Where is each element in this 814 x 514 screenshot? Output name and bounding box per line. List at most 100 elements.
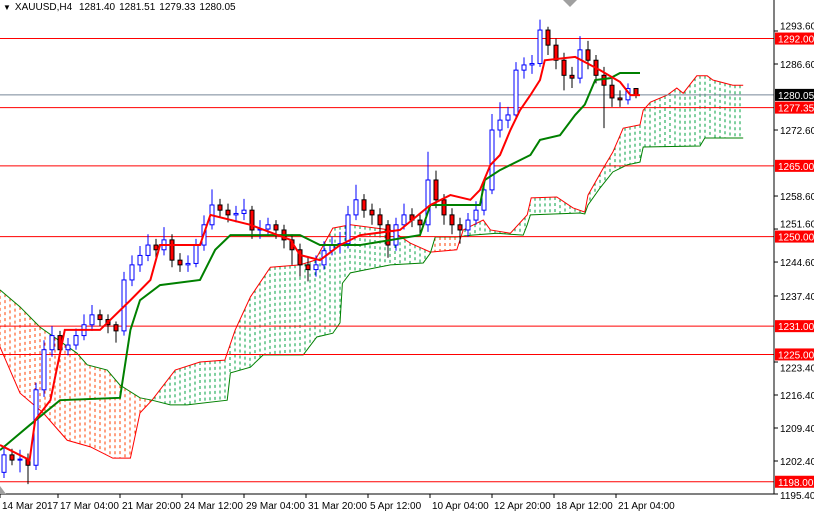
x-tick-label: 18 Apr 12:00 (556, 501, 613, 512)
candle-bull (41, 349, 47, 391)
x-tick-label: 21 Apr 04:00 (618, 501, 675, 512)
candle-bear (377, 214, 383, 226)
candle-bear (177, 259, 183, 266)
candle-bull (529, 63, 535, 66)
level-price-tag-bg (775, 230, 814, 243)
y-tick-label: 1223.40 (780, 363, 814, 374)
x-tick-label: 17 Mar 04:00 (60, 501, 119, 512)
senkou-span-a-line (0, 75, 744, 459)
candle-bear (153, 244, 159, 251)
candle-bear (545, 29, 551, 46)
candle-bull (137, 254, 143, 266)
candle-bull (73, 335, 79, 346)
candle-bull (49, 335, 55, 351)
candle-bear (457, 224, 463, 231)
candles (1, 19, 639, 485)
triangle-down-icon[interactable]: ▼ (3, 3, 11, 12)
level-price-tag: 1277.35 (778, 104, 814, 115)
candle-bull (505, 114, 511, 121)
ichimoku-cloud (0, 75, 741, 459)
candle-bull (17, 458, 23, 461)
candle-bull (129, 264, 135, 281)
low-value: 1279.33 (159, 2, 196, 13)
x-tick-label: 31 Mar 20:00 (308, 501, 367, 512)
open-value: 1281.40 (78, 2, 116, 13)
candle-bear (113, 324, 119, 332)
candle-bull (513, 69, 519, 116)
candle-bear (225, 209, 231, 216)
candle-bear (97, 314, 103, 321)
y-tick-label: 1272.60 (780, 126, 814, 137)
candle-bull (577, 49, 583, 79)
bid-price-tag-bg (775, 88, 814, 101)
level-price-tag: 1250.00 (778, 233, 814, 244)
candle-bear (569, 74, 575, 79)
candle-bull (465, 219, 471, 231)
candle-bear (417, 219, 423, 226)
kijun-sen-line (0, 71, 640, 451)
y-tick-label: 1258.60 (780, 192, 814, 203)
level-price-tag-bg (775, 475, 814, 488)
candle-bear (433, 179, 439, 201)
candle-bear (9, 454, 15, 461)
candle-bull (89, 314, 95, 326)
candle-bull (233, 212, 239, 216)
x-tick-label: 5 Apr 12:00 (370, 501, 422, 512)
candle-bull (241, 209, 247, 214)
candle-bear (369, 209, 375, 216)
level-price-tag: 1231.00 (778, 322, 814, 333)
candle-bear (617, 97, 623, 101)
y-tick-label: 1202.40 (780, 457, 814, 468)
level-price-tag-bg (775, 159, 814, 172)
candle-bull (521, 64, 527, 71)
candle-bull (313, 264, 319, 271)
candle-bull (145, 244, 151, 256)
candle-bear (169, 239, 175, 261)
candle-bull (193, 244, 199, 264)
candle-bear (273, 224, 279, 231)
x-tick-label: 21 Mar 20:00 (122, 501, 181, 512)
y-tick-label: 1216.40 (780, 391, 814, 402)
candle-bear (449, 214, 455, 226)
level-price-tag-bg (775, 101, 814, 114)
tenkan-sen-line (0, 55, 640, 462)
candle-bull (265, 224, 271, 230)
senkou-span-b-line (0, 137, 744, 406)
candle-bear (249, 209, 255, 231)
candle-bear (297, 249, 303, 266)
candle-bear (585, 49, 591, 61)
candle-bear (553, 44, 559, 61)
candle-bear (385, 224, 391, 246)
chart-header: ▼ XAUUSD,H4 1281.40 1281.51 1279.33 1280.05 (3, 2, 240, 13)
y-tick-label: 1286.60 (780, 60, 814, 71)
level-price-tag: 1225.00 (778, 350, 814, 361)
candle-bear (361, 199, 367, 211)
candle-bull (1, 454, 7, 473)
candle-bull (425, 179, 431, 226)
x-tick-label: 14 Mar 2017 (2, 501, 59, 512)
candle-bear (305, 264, 311, 271)
candle-bull (481, 189, 487, 211)
candle-bear (217, 204, 223, 211)
candle-bull (353, 199, 359, 216)
candle-bull (393, 224, 399, 246)
candle-bull (185, 262, 191, 266)
chart-shift-marker-icon[interactable] (563, 0, 577, 7)
level-price-tag-bg (775, 320, 814, 333)
candle-bull (489, 129, 495, 191)
level-price-tag-bg (775, 348, 814, 361)
level-price-tag: 1292.00 (778, 35, 814, 46)
level-price-tag: 1265.00 (778, 162, 814, 173)
close-value: 1280.05 (199, 2, 236, 13)
candle-bear (633, 88, 639, 96)
candle-bear (441, 199, 447, 216)
candle-bull (473, 209, 479, 221)
high-value: 1281.51 (119, 2, 156, 13)
scroll-marker-icon (0, 486, 6, 494)
x-tick-label: 24 Mar 12:00 (184, 501, 243, 512)
symbol-label: XAUUSD,H4 (14, 2, 73, 13)
candle-bear (561, 59, 567, 76)
candle-bull (345, 214, 351, 245)
y-tick-label: 1195.40 (780, 491, 814, 502)
